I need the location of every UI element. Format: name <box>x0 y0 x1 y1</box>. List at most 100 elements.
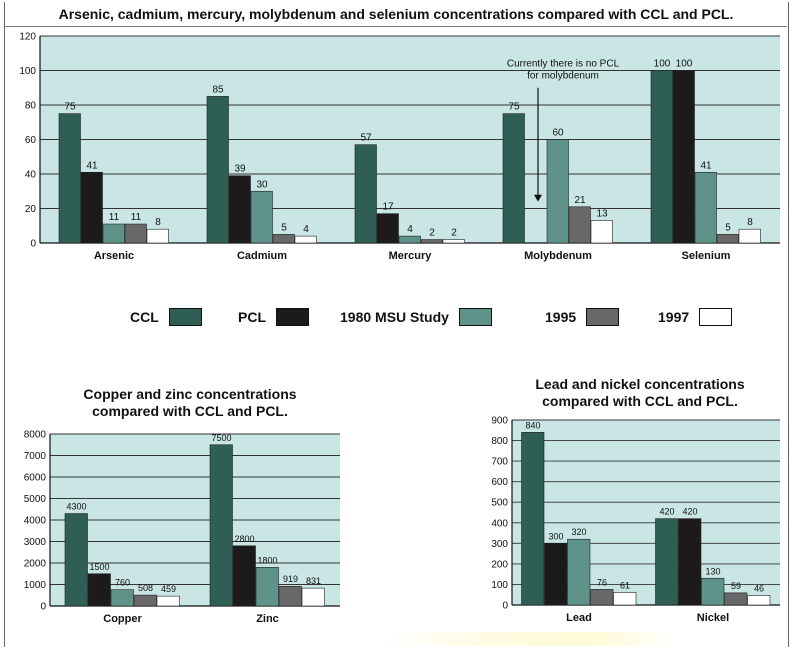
y-tick-label: 5000 <box>24 494 47 505</box>
category-label-copper: Copper <box>103 613 142 625</box>
bar-selenium-pcl <box>672 70 695 244</box>
legend-label-ccl: CCL <box>130 309 159 325</box>
bar-cadmium-1997 <box>294 235 317 244</box>
lead-nickel-title-line1: Lead and nickel concentrations <box>535 376 745 392</box>
bar-lead-ccl <box>521 432 545 606</box>
data-label-nickel-ccl: 420 <box>659 507 674 517</box>
bar-zinc-1995 <box>278 585 302 607</box>
data-label-molybdenum-ccl: 75 <box>508 102 520 113</box>
copper-zinc-chart: 0 1000 2000 3000 4000 5000 6000 7000 8000 4300 150… <box>24 430 340 625</box>
data-label-selenium-pcl: 100 <box>676 59 693 70</box>
y-tick-label: 80 <box>25 101 37 112</box>
scan-highlight <box>380 632 680 646</box>
bar-copper-1980-msu-study <box>110 589 134 607</box>
copper-zinc-chart-title: Copper and zinc concentrations compared … <box>40 386 340 420</box>
title-divider <box>4 26 787 27</box>
data-label-zinc-1980-msu-study: 1800 <box>257 555 277 565</box>
data-label-cadmium-ccl: 85 <box>212 84 224 95</box>
data-label-zinc-1995: 919 <box>283 574 298 584</box>
category-label-mercury: Mercury <box>389 250 433 262</box>
legend-item-1995: 1995 <box>545 308 620 326</box>
data-label-copper-pcl: 1500 <box>89 562 109 572</box>
legend-label-1995: 1995 <box>545 309 577 325</box>
data-label-selenium-1995: 5 <box>725 222 731 233</box>
bar-arsenic-1980-msu-study <box>102 223 125 244</box>
data-label-lead-1995: 76 <box>597 577 607 587</box>
bar-nickel-1980-msu-study <box>701 577 725 606</box>
legend-swatch-pcl <box>276 308 309 326</box>
lead-nickel-title-line2: compared with CCL and PCL. <box>542 393 738 409</box>
bar-cadmium-pcl <box>228 175 251 244</box>
y-tick-label: 4000 <box>24 516 47 527</box>
y-tick-label: 1000 <box>24 580 47 591</box>
y-tick-label: 120 <box>19 32 36 43</box>
y-tick-label: 60 <box>25 135 37 146</box>
data-label-copper-1980-msu-study: 760 <box>115 578 130 588</box>
data-label-mercury-pcl: 17 <box>382 202 394 213</box>
data-label-selenium-ccl: 100 <box>654 59 671 70</box>
bar-selenium-1995 <box>716 234 739 244</box>
data-label-cadmium-1995: 5 <box>281 222 287 233</box>
data-label-nickel-pcl: 420 <box>682 507 697 517</box>
data-label-cadmium-pcl: 39 <box>234 164 246 175</box>
bar-molybdenum-1980-msu-study <box>546 139 569 244</box>
bar-arsenic-pcl <box>80 171 103 244</box>
y-tick-label: 0 <box>502 601 508 612</box>
copper-zinc-title-line1: Copper and zinc concentrations <box>83 386 297 402</box>
data-label-arsenic-1997: 8 <box>155 217 161 228</box>
legend-swatch-msu <box>458 308 492 326</box>
legend-label-1997: 1997 <box>658 309 690 325</box>
bar-cadmium-1995 <box>272 234 295 244</box>
category-label-cadmium: Cadmium <box>237 250 287 262</box>
bar-nickel-1995 <box>724 592 748 606</box>
category-label-molybdenum: Molybdenum <box>524 250 592 262</box>
bar-mercury-1997 <box>442 239 465 244</box>
bar-cadmium-ccl <box>206 96 229 244</box>
bar-mercury-pcl <box>376 213 399 244</box>
y-tick-label: 700 <box>491 457 508 468</box>
annotation-line1: Currently there is no PCL <box>507 59 620 70</box>
annotation-arrow-icon <box>534 194 542 202</box>
bar-nickel-1997 <box>747 595 771 606</box>
category-label-nickel: Nickel <box>697 612 729 624</box>
bar-lead-pcl <box>544 543 568 606</box>
y-tick-label: 7000 <box>24 451 47 462</box>
y-tick-label: 900 <box>491 416 508 427</box>
bar-mercury-1995 <box>420 239 443 244</box>
bar-selenium-1997 <box>738 228 761 244</box>
bar-mercury-1980-msu-study <box>398 235 421 244</box>
legend-swatch-1995 <box>586 308 620 326</box>
data-label-nickel-1995: 59 <box>731 581 741 591</box>
y-tick-label: 600 <box>491 477 508 488</box>
data-label-mercury-1997: 2 <box>451 228 457 239</box>
bar-selenium-ccl <box>650 70 673 244</box>
y-tick-label: 100 <box>19 66 36 77</box>
y-tick-label: 6000 <box>24 473 47 484</box>
data-label-mercury-1980-msu-study: 4 <box>407 224 413 235</box>
bar-selenium-1980-msu-study <box>694 171 717 244</box>
data-label-molybdenum-1980-msu-study: 60 <box>552 128 564 139</box>
data-label-cadmium-1980-msu-study: 30 <box>256 179 268 190</box>
data-label-nickel-1980-msu-study: 130 <box>705 566 720 576</box>
y-tick-label: 100 <box>491 580 508 591</box>
legend-item-msu: 1980 MSU Study <box>340 308 492 326</box>
data-label-arsenic-ccl: 75 <box>64 102 76 113</box>
bar-copper-1997 <box>156 595 180 607</box>
lead-nickel-chart-title: Lead and nickel concentrations compared … <box>500 376 780 410</box>
bar-zinc-pcl <box>232 545 256 607</box>
data-label-copper-1997: 459 <box>161 584 176 594</box>
data-label-copper-ccl: 4300 <box>66 502 86 512</box>
bar-nickel-ccl <box>655 518 679 606</box>
data-label-zinc-ccl: 7500 <box>211 433 231 443</box>
y-tick-label: 8000 <box>24 430 47 441</box>
bar-zinc-1980-msu-study <box>255 567 279 607</box>
data-label-lead-ccl: 840 <box>525 420 540 430</box>
data-label-mercury-ccl: 57 <box>360 133 372 144</box>
legend-label-pcl: PCL <box>238 309 266 325</box>
bar-arsenic-ccl <box>58 113 81 244</box>
data-label-cadmium-1997: 4 <box>303 224 309 235</box>
category-label-arsenic: Arsenic <box>94 250 134 262</box>
y-tick-label: 800 <box>491 436 508 447</box>
data-label-molybdenum-1995: 21 <box>574 195 586 206</box>
y-tick-label: 300 <box>491 539 508 550</box>
